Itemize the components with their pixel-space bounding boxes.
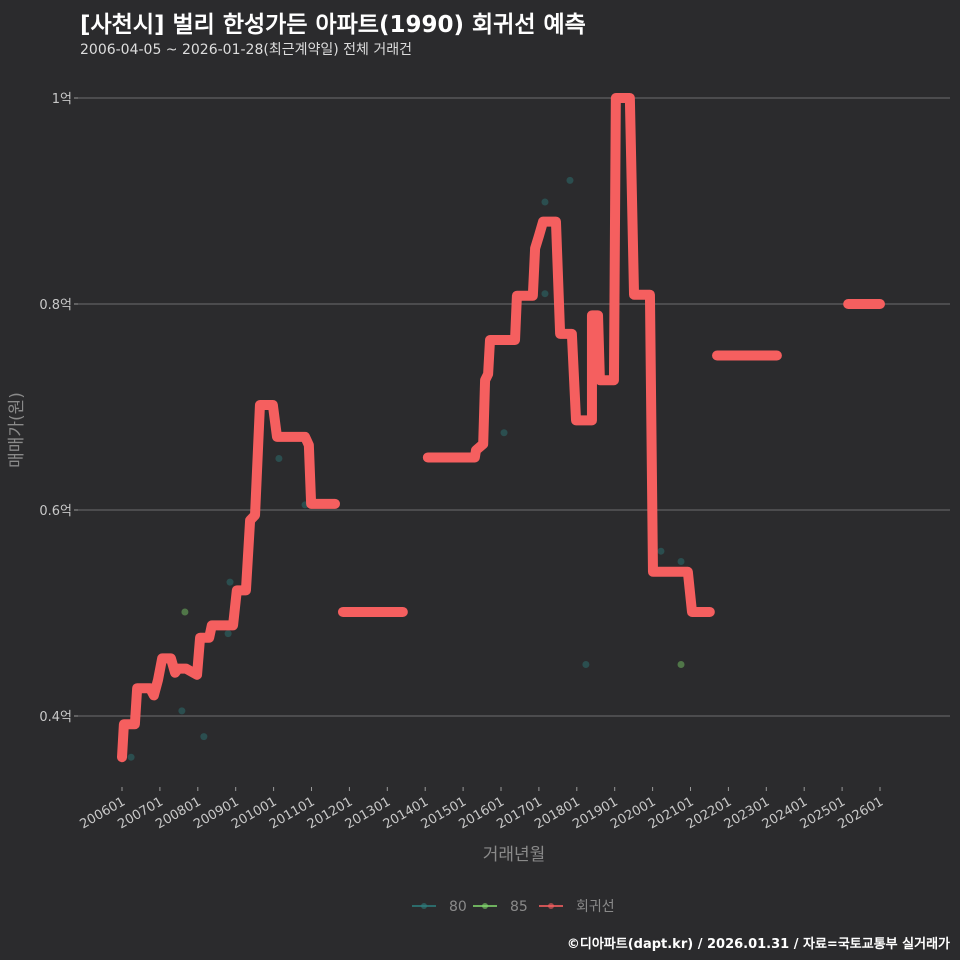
data-point-85 xyxy=(677,661,685,668)
data-point-80 xyxy=(178,707,186,715)
data-point-85 xyxy=(181,608,189,616)
legend-key-dot xyxy=(548,903,554,909)
data-point-80 xyxy=(224,630,232,638)
regression-line-segment xyxy=(117,399,340,763)
y-tick-label: 1억 xyxy=(52,92,72,107)
data-point-80 xyxy=(677,558,685,565)
legend-label: 회귀선 xyxy=(576,899,615,915)
y-axis-label: 매매가(원) xyxy=(7,392,27,468)
data-point-80 xyxy=(541,290,549,298)
x-axis-label: 거래년월 xyxy=(483,845,546,865)
data-point-80 xyxy=(582,661,590,668)
legend-key-dot xyxy=(421,903,427,909)
y-tick-label: 0.8억 xyxy=(39,298,72,313)
regression-line-segment xyxy=(422,93,715,617)
data-point-80 xyxy=(226,578,234,586)
legend-key-dot xyxy=(482,903,488,909)
data-point-80 xyxy=(500,429,508,437)
legend: 80 85 회귀선 xyxy=(412,899,615,915)
data-point-80 xyxy=(541,198,549,206)
data-point-80 xyxy=(657,547,665,555)
y-tick-label: 0.6억 xyxy=(39,504,72,519)
legend-label: 80 xyxy=(449,899,467,915)
data-point-80 xyxy=(127,753,135,761)
chart-title: [사천시] 벌리 한성가든 아파트(1990) 회귀선 예측 xyxy=(80,12,586,38)
y-tick-label: 0.4억 xyxy=(39,710,72,725)
data-point-80 xyxy=(275,455,283,462)
chart-subtitle: 2006-04-05 ~ 2026-01-28(최근계약일) 전체 거래건 xyxy=(80,42,412,58)
data-point-80 xyxy=(566,176,574,184)
source-caption: ©디아파트(dapt.kr) / 2026.01.31 / 자료=국토교통부 실… xyxy=(566,937,950,952)
legend-label: 85 xyxy=(510,899,528,915)
data-point-80 xyxy=(200,733,208,741)
